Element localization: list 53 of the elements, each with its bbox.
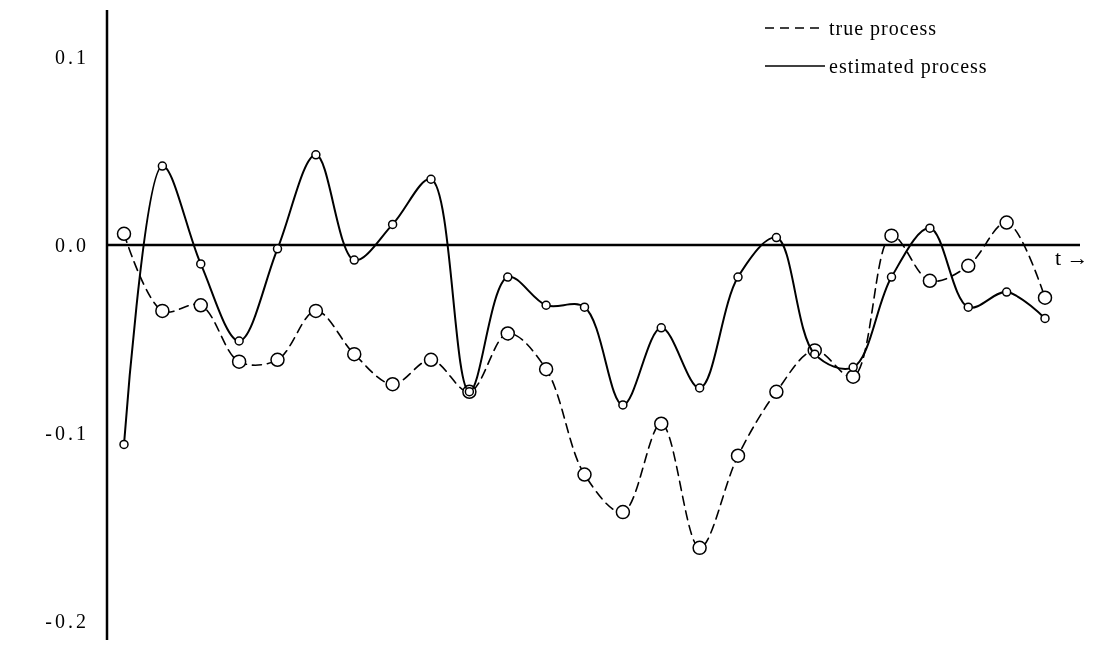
point — [116, 226, 132, 242]
point — [272, 244, 283, 254]
point — [423, 352, 439, 368]
point — [925, 223, 935, 233]
point — [963, 302, 973, 312]
x-axis-title: t → — [1055, 245, 1089, 271]
point — [426, 174, 436, 184]
point — [1040, 313, 1050, 324]
point — [1037, 290, 1053, 305]
point — [730, 448, 746, 463]
point — [618, 400, 628, 410]
point — [308, 303, 324, 319]
point — [615, 504, 631, 520]
point — [1001, 287, 1012, 297]
point — [311, 150, 321, 160]
point — [349, 255, 359, 265]
y-tick-label: 0.1 — [55, 46, 89, 69]
point — [231, 354, 247, 369]
point — [922, 273, 938, 289]
point — [155, 303, 170, 319]
point — [270, 352, 285, 368]
point — [503, 272, 513, 282]
point — [654, 416, 669, 431]
point — [119, 439, 129, 450]
point — [579, 302, 590, 312]
point — [769, 384, 784, 400]
point — [234, 336, 244, 346]
point — [541, 300, 551, 310]
point — [961, 258, 976, 274]
y-tick-label: -0.1 — [45, 422, 89, 445]
point — [538, 361, 554, 377]
point — [347, 346, 362, 362]
point — [999, 215, 1014, 230]
y-tick-label: -0.2 — [45, 610, 89, 633]
legend-label: estimated process — [829, 55, 988, 78]
point — [692, 540, 707, 556]
point — [656, 323, 666, 333]
point — [733, 272, 743, 282]
point — [387, 219, 398, 230]
point — [694, 383, 705, 393]
point — [385, 376, 400, 392]
point — [500, 326, 515, 341]
point — [771, 232, 782, 243]
point — [157, 161, 168, 171]
point — [845, 369, 861, 384]
point — [886, 272, 897, 282]
point — [196, 259, 206, 269]
y-tick-label: 0.0 — [55, 234, 89, 257]
point — [193, 298, 208, 313]
point — [577, 467, 592, 482]
point — [884, 228, 899, 243]
point — [848, 362, 858, 373]
legend-label: true process — [829, 17, 938, 40]
